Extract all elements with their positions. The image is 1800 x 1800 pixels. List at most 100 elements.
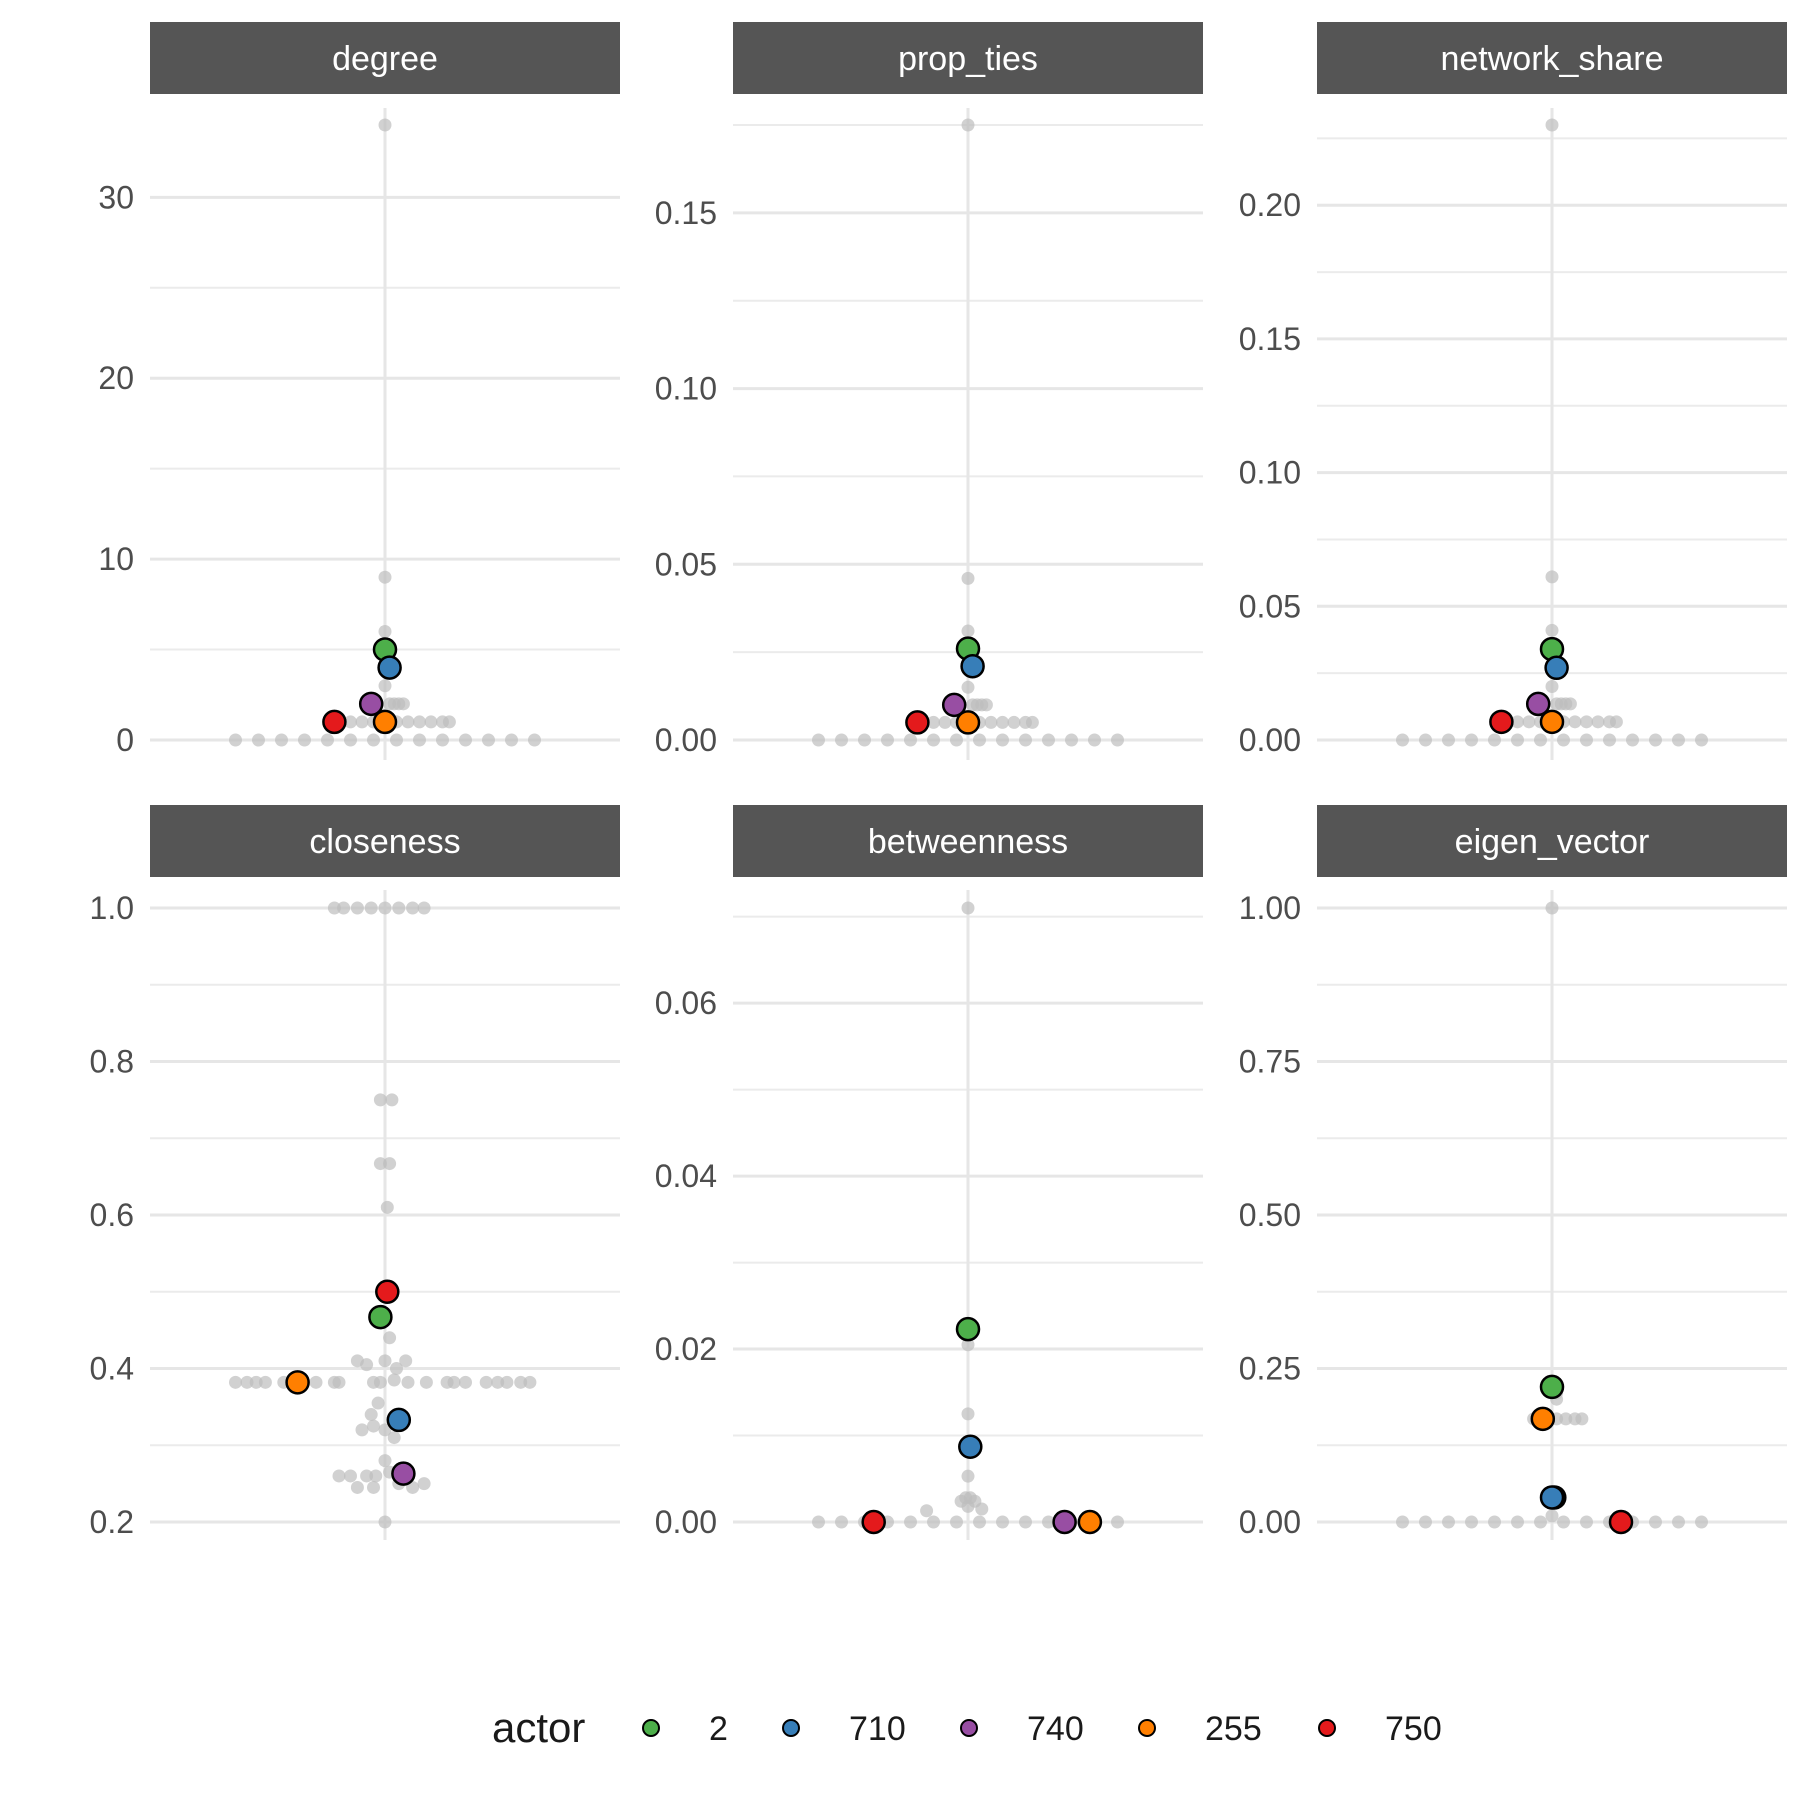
background-point: [258, 1375, 272, 1389]
background-point: [1511, 733, 1524, 747]
background-point: [1580, 733, 1593, 747]
background-point: [1626, 733, 1639, 747]
actor-point-740: [1052, 1509, 1077, 1535]
y-tick-label: 0.75: [1239, 1044, 1301, 1080]
background-point: [973, 1515, 986, 1529]
background-point: [1396, 1515, 1409, 1529]
y-tick-label: 1.0: [90, 890, 134, 926]
legend-key: [642, 1719, 660, 1737]
y-tick-label: 1.00: [1239, 890, 1301, 926]
y-tick-label: 0.05: [1239, 588, 1301, 624]
background-point: [482, 733, 495, 747]
background-point: [1419, 1515, 1432, 1529]
background-point: [961, 1499, 975, 1513]
y-tick-label: 0.15: [1239, 321, 1301, 357]
background-point: [1568, 715, 1582, 729]
actor-point-740: [358, 691, 384, 717]
actor-point-710: [1544, 655, 1569, 681]
actor-point-710: [386, 1407, 412, 1433]
actor-point-2: [1539, 1374, 1565, 1400]
facet-eigen_vector: eigen_vector 0.00 0.25 0.50 0.75 1.00: [1239, 805, 1787, 1540]
background-point: [1065, 733, 1078, 747]
background-point: [491, 1375, 505, 1389]
legend-item-710: 710: [782, 1710, 906, 1748]
background-point: [417, 1477, 431, 1491]
facet-strip: [733, 805, 1203, 877]
background-point: [1442, 733, 1455, 747]
background-point: [479, 1375, 493, 1389]
background-point: [332, 1469, 346, 1483]
y-tick-label: 0.10: [655, 371, 717, 407]
background-point: [337, 901, 351, 915]
background-point: [344, 715, 357, 729]
y-tick-label: 0.00: [655, 1504, 717, 1540]
legend-item-750: 750: [1318, 1710, 1442, 1748]
background-point: [364, 901, 378, 915]
legend-label: 740: [1027, 1710, 1084, 1748]
background-point: [367, 1480, 380, 1494]
background-point: [344, 1469, 357, 1483]
legend-item-255: 255: [1138, 1710, 1262, 1748]
actor-point-255: [1539, 709, 1565, 735]
facet-title: closeness: [309, 823, 460, 861]
actor-point-740: [1525, 691, 1551, 717]
background-point: [1088, 733, 1101, 747]
facet-closeness: closeness 0.2 0.4 0.6 0.8 1.0: [90, 805, 620, 1540]
y-tick-label: 0.2: [90, 1504, 134, 1540]
background-point: [390, 1362, 403, 1375]
background-point: [378, 1454, 392, 1468]
background-point: [390, 733, 403, 747]
background-point: [961, 118, 975, 132]
actor-point-740: [941, 692, 967, 718]
background-point: [1580, 715, 1593, 729]
legend-key: [960, 1719, 978, 1737]
actor-point-750: [905, 710, 930, 735]
background-point: [1545, 901, 1559, 915]
background-point: [904, 733, 917, 747]
background-point: [442, 715, 456, 729]
background-point: [1609, 715, 1623, 729]
background-point: [1563, 697, 1577, 711]
background-point: [858, 733, 871, 747]
facet-title: prop_ties: [898, 40, 1038, 78]
background-point: [938, 715, 952, 729]
background-point: [1557, 1515, 1570, 1529]
facet-betweenness: betweenness 0.00 0.02 0.04 0.06: [655, 805, 1203, 1540]
background-point: [1007, 715, 1021, 729]
background-point: [378, 1515, 392, 1529]
y-tick-label: 0.00: [655, 722, 717, 758]
background-point: [1019, 733, 1032, 747]
y-tick-label: 0.50: [1239, 1197, 1301, 1233]
background-point: [399, 1354, 413, 1368]
facet-title: betweenness: [868, 823, 1068, 861]
facet-strip: [733, 22, 1203, 94]
background-point: [309, 1375, 323, 1389]
background-point: [344, 733, 357, 747]
legend-item-740: 740: [960, 1710, 1084, 1748]
background-point: [1545, 1509, 1559, 1523]
background-point: [229, 733, 242, 747]
background-point: [927, 715, 940, 729]
background-point: [1465, 1515, 1478, 1529]
background-point: [413, 733, 426, 747]
background-point: [523, 1375, 537, 1389]
facet-strip: [150, 805, 620, 877]
background-point: [387, 1373, 401, 1387]
background-point: [360, 1469, 374, 1483]
background-point: [1649, 1515, 1662, 1529]
actor-point-2: [368, 1304, 393, 1330]
background-point: [1396, 733, 1409, 747]
background-point: [1534, 733, 1547, 747]
background-point: [350, 901, 364, 915]
y-tick-label: 0.4: [90, 1351, 134, 1387]
background-point: [378, 679, 392, 693]
legend-key: [782, 1719, 800, 1737]
background-point: [424, 715, 438, 729]
background-point: [355, 1423, 369, 1437]
background-point: [1019, 1515, 1032, 1529]
background-point: [1042, 1515, 1055, 1529]
background-point: [1575, 1412, 1589, 1426]
background-point: [961, 624, 975, 638]
background-point: [835, 733, 848, 747]
